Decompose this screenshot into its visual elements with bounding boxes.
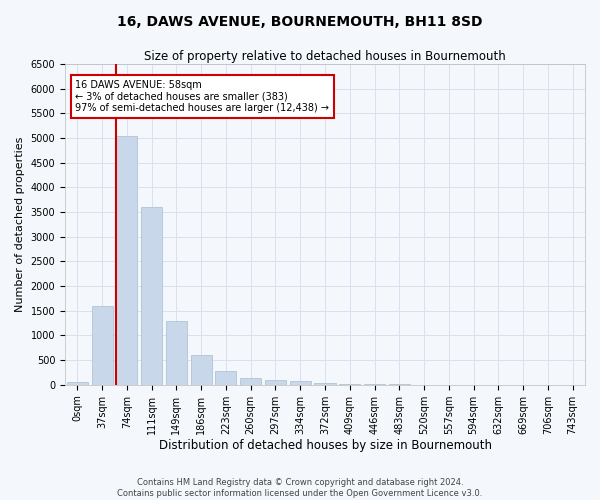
Title: Size of property relative to detached houses in Bournemouth: Size of property relative to detached ho… (144, 50, 506, 63)
Bar (191, 355, 212, 384)
Bar (240, 378, 261, 384)
Bar (290, 382, 311, 384)
Bar (116, 136, 137, 384)
Bar (166, 320, 187, 384)
X-axis label: Distribution of detached houses by size in Bournemouth: Distribution of detached houses by size … (158, 440, 491, 452)
Bar (67, 382, 88, 384)
Bar (92, 306, 113, 384)
Text: Contains HM Land Registry data © Crown copyright and database right 2024.
Contai: Contains HM Land Registry data © Crown c… (118, 478, 482, 498)
Bar (215, 372, 236, 384)
Text: 16 DAWS AVENUE: 58sqm
← 3% of detached houses are smaller (383)
97% of semi-deta: 16 DAWS AVENUE: 58sqm ← 3% of detached h… (76, 80, 329, 114)
Bar (314, 383, 335, 384)
Bar (141, 207, 162, 384)
Y-axis label: Number of detached properties: Number of detached properties (15, 137, 25, 312)
Bar (265, 380, 286, 384)
Text: 16, DAWS AVENUE, BOURNEMOUTH, BH11 8SD: 16, DAWS AVENUE, BOURNEMOUTH, BH11 8SD (117, 15, 483, 29)
